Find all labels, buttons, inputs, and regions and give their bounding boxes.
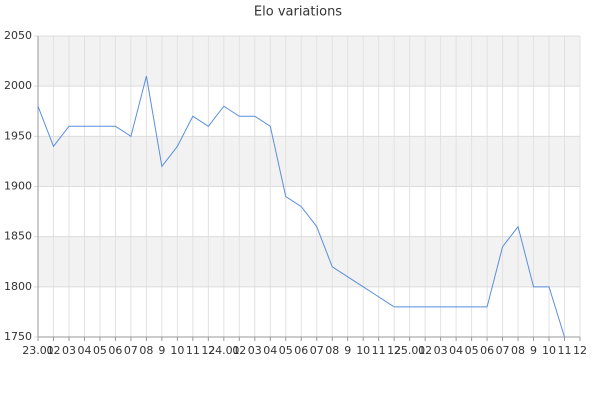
y-tick-label: 2000: [4, 79, 32, 92]
x-tick-label: 11: [558, 344, 572, 357]
band: [38, 36, 580, 87]
x-tick-label: 05: [93, 344, 107, 357]
x-tick-label: 07: [310, 344, 324, 357]
x-tick-label: 03: [248, 344, 262, 357]
x-tick-label: 02: [418, 344, 432, 357]
band: [38, 136, 580, 187]
line: [37, 76, 565, 338]
x-tick-label: 08: [325, 344, 339, 357]
chart-title: Elo variations: [254, 5, 342, 20]
x-tick-label: 02: [232, 344, 246, 357]
x-tick-label: 12: [201, 344, 215, 357]
x-tick-label: 9: [530, 344, 537, 357]
x-tick-label: 05: [279, 344, 293, 357]
x-tick-label: 9: [344, 344, 351, 357]
y-tick-label: 1800: [4, 280, 32, 293]
x-tick-label: 10: [170, 344, 184, 357]
x-tick-label: 9: [158, 344, 165, 357]
x-tick-label: 07: [496, 344, 510, 357]
x-tick-label: 24.01: [208, 344, 240, 357]
x-tick-label: 05: [465, 344, 479, 357]
x-tick-label: 04: [449, 344, 463, 357]
x-tick-label: 12: [387, 344, 401, 357]
y-tick-label: 1850: [4, 230, 32, 243]
x-tick-label: 03: [62, 344, 76, 357]
x-tick-label: 07: [124, 344, 138, 357]
x-tick-label: 23.01: [22, 344, 54, 357]
x-tick-label: 06: [480, 344, 494, 357]
x-tick-label: 03: [434, 344, 448, 357]
x-tick-label: 10: [356, 344, 370, 357]
band: [38, 236, 580, 287]
x-tick-label: 25.01: [394, 344, 426, 357]
y-tick-label: 1900: [4, 180, 32, 193]
y-tick-label: 2050: [4, 29, 32, 42]
y-tick-label: 1750: [4, 330, 32, 343]
x-tick-label: 04: [263, 344, 277, 357]
x-tick-label: 08: [139, 344, 153, 357]
x-tick-label: 10: [542, 344, 556, 357]
x-tick-label: 02: [46, 344, 60, 357]
y-tick-label: 1950: [4, 129, 32, 142]
x-tick-label: 11: [186, 344, 200, 357]
x-tick-label: 04: [77, 344, 91, 357]
x-tick-label: 06: [108, 344, 122, 357]
x-tick-label: 08: [511, 344, 525, 357]
x-tick-label: 12: [573, 344, 587, 357]
x-tick-label: 06: [294, 344, 308, 357]
x-tick-label: 11: [372, 344, 386, 357]
